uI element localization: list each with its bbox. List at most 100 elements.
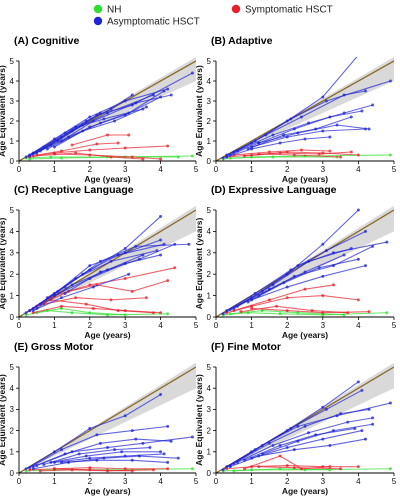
data-point	[271, 133, 275, 137]
data-point	[364, 264, 368, 268]
series-line	[235, 103, 375, 153]
y-tick-label: 1	[10, 448, 15, 457]
y-tick-label: 4	[207, 77, 212, 86]
data-point	[28, 154, 32, 158]
data-point	[52, 450, 56, 454]
data-point	[123, 247, 127, 251]
legend-marker	[231, 4, 241, 14]
x-tick-label: 3	[123, 321, 128, 330]
series-path	[230, 156, 338, 159]
series-path	[237, 247, 352, 307]
data-point	[88, 468, 92, 472]
x-tick-label: 2	[285, 165, 290, 174]
data-point	[278, 151, 282, 155]
data-point	[292, 153, 296, 157]
data-point	[267, 298, 271, 302]
y-tick-label: 4	[207, 227, 212, 236]
data-point	[88, 466, 92, 470]
data-point	[328, 443, 332, 447]
data-point	[364, 89, 368, 93]
series-line	[257, 244, 375, 298]
data-point	[123, 113, 127, 117]
x-tick-label: 5	[194, 321, 199, 330]
data-point	[137, 454, 141, 458]
data-point	[74, 151, 78, 155]
x-tick-label: 2	[285, 321, 290, 330]
data-point	[257, 465, 261, 469]
data-point	[371, 244, 375, 248]
series-path	[54, 254, 161, 297]
data-point	[232, 461, 236, 465]
data-point	[303, 287, 307, 291]
series-path	[222, 209, 359, 315]
y-tick-label: 5	[207, 363, 212, 372]
y-tick-label: 4	[10, 384, 15, 393]
data-point	[278, 312, 282, 316]
data-point	[159, 157, 163, 161]
data-point	[123, 146, 127, 150]
data-point	[296, 439, 300, 443]
data-point	[296, 311, 300, 315]
data-point	[225, 155, 229, 159]
series-line	[232, 89, 368, 154]
data-point	[260, 309, 264, 313]
data-point	[88, 125, 92, 129]
data-point	[70, 450, 74, 454]
data-point	[264, 133, 268, 137]
data-point	[250, 306, 254, 310]
data-point	[260, 452, 264, 456]
panel-title: (F) Fine Motor	[211, 341, 281, 353]
series-line	[59, 93, 173, 143]
y-tick-label: 1	[207, 448, 212, 457]
data-point	[166, 312, 170, 316]
x-tick-label: 2	[88, 165, 93, 174]
data-point	[267, 150, 271, 154]
series-line	[228, 437, 368, 469]
series-path	[262, 423, 373, 455]
data-point	[109, 259, 113, 263]
data-point	[130, 155, 134, 159]
data-point	[356, 298, 360, 302]
series-path	[222, 57, 358, 159]
data-point	[134, 244, 138, 248]
data-point	[113, 448, 117, 452]
series-path	[54, 453, 165, 463]
series-line	[31, 111, 102, 156]
x-tick-label: 2	[88, 477, 93, 486]
data-point	[371, 422, 375, 426]
y-tick-label: 4	[10, 227, 15, 236]
data-point	[70, 283, 74, 287]
data-point	[235, 304, 239, 308]
data-point	[116, 253, 120, 257]
data-point	[88, 311, 92, 315]
legend-label: NH	[107, 5, 121, 16]
y-tick-label: 2	[207, 117, 212, 126]
data-point	[95, 142, 99, 146]
x-tick-label: 2	[88, 321, 93, 330]
data-point	[324, 249, 328, 253]
data-point	[388, 401, 392, 405]
data-point	[317, 152, 321, 156]
data-point	[267, 441, 271, 445]
legend-label: Symptomatic HSCT	[245, 5, 333, 16]
series-path	[29, 156, 179, 160]
data-point	[360, 109, 364, 113]
series-path	[47, 243, 165, 299]
data-point	[285, 285, 289, 289]
series-line	[257, 465, 343, 471]
normal-range-band	[216, 363, 394, 473]
normal-range-band	[216, 206, 394, 317]
data-point	[98, 259, 102, 263]
data-point	[242, 154, 246, 158]
data-point	[31, 152, 35, 156]
data-point	[173, 266, 177, 270]
series-line	[225, 135, 332, 159]
panel-title: (B) Adaptive	[211, 35, 273, 47]
y-tick-label: 1	[10, 291, 15, 300]
series-line	[70, 133, 131, 147]
data-point	[321, 405, 325, 409]
x-tick-label: 1	[52, 165, 57, 174]
data-point	[257, 141, 261, 145]
data-point	[364, 437, 368, 441]
